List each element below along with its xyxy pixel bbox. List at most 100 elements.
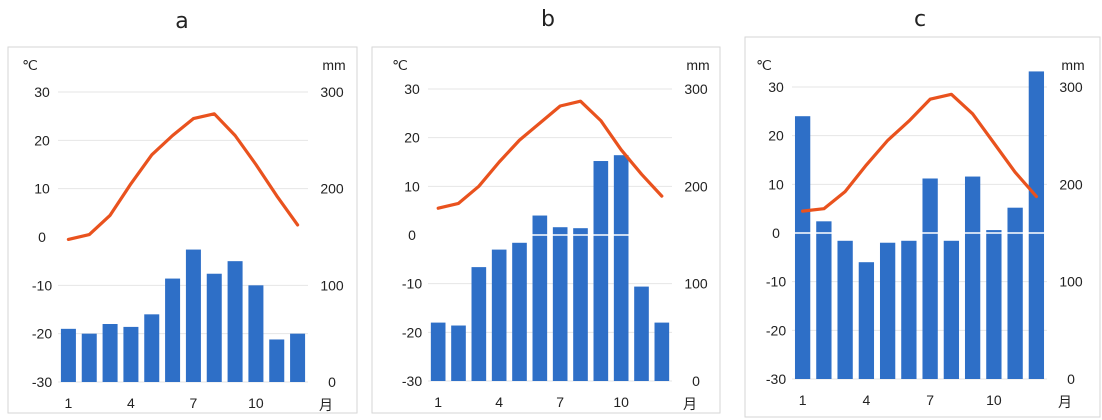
precip-tick-label: 200 <box>320 181 344 197</box>
temp-tick-label: 0 <box>38 229 46 245</box>
precip-tick-label: 100 <box>684 276 708 292</box>
precip-tick-label: 0 <box>1067 371 1075 387</box>
precip-tick-label: 0 <box>692 373 700 389</box>
temp-tick-label: -10 <box>402 276 422 292</box>
precip-unit-label: mm <box>686 57 709 73</box>
precip-unit-label: mm <box>322 57 345 73</box>
temp-tick-label: 20 <box>404 130 420 146</box>
precip-bar-month-12 <box>1028 71 1045 379</box>
precip-unit-label: mm <box>1061 57 1084 73</box>
precip-tick-label: 100 <box>320 277 344 293</box>
precip-bar-month-11 <box>634 286 649 381</box>
temp-tick-label: -30 <box>32 374 52 390</box>
precip-bar-month-7 <box>922 178 938 379</box>
precip-bar-month-4 <box>491 249 507 381</box>
precip-bar-month-6 <box>532 215 548 381</box>
temp-tick-label: -10 <box>766 274 786 290</box>
precip-tick-label: 300 <box>320 84 344 100</box>
month-unit-label: 月 <box>683 396 697 412</box>
month-tick-label: 10 <box>613 394 629 410</box>
precip-bar-month-2 <box>451 325 466 381</box>
precip-bar-month-5 <box>144 314 160 382</box>
month-tick-label: 4 <box>127 395 135 411</box>
precip-bar-month-10 <box>986 230 1002 379</box>
precip-tick-label: 100 <box>1059 274 1083 290</box>
temp-tick-label: -10 <box>32 277 52 293</box>
temp-tick-label: -20 <box>32 326 52 342</box>
precip-bar-month-3 <box>471 267 487 381</box>
month-unit-label: 月 <box>319 397 333 413</box>
precip-bar-month-9 <box>964 176 981 379</box>
precip-bar-month-5 <box>512 242 527 381</box>
precip-bar-month-11 <box>1007 207 1023 379</box>
precip-bar-month-2 <box>81 333 97 382</box>
precip-bar-month-8 <box>573 228 588 381</box>
month-unit-label: 月 <box>1058 394 1072 410</box>
chart-title: c <box>914 7 926 32</box>
temp-tick-label: 0 <box>408 227 416 243</box>
precip-bar-month-9 <box>227 261 243 382</box>
temperature-line <box>800 92 1039 213</box>
precip-tick-label: 200 <box>684 178 708 194</box>
temp-tick-label: 30 <box>404 81 420 97</box>
precip-bar-month-1 <box>430 322 446 381</box>
temp-tick-label: -20 <box>766 322 786 338</box>
temp-tick-label: -30 <box>402 373 422 389</box>
precip-bar-month-4 <box>858 262 875 379</box>
precip-tick-label: 300 <box>1059 79 1083 95</box>
month-tick-label: 1 <box>799 392 807 408</box>
precip-bar-month-12 <box>654 322 670 381</box>
precip-bar-month-3 <box>837 240 853 379</box>
precip-bar-month-6 <box>901 240 917 379</box>
precip-bar-month-6 <box>165 278 181 382</box>
precip-bar-month-4 <box>123 326 139 382</box>
precip-bar-month-8 <box>943 240 960 379</box>
month-tick-label: 10 <box>248 395 264 411</box>
precip-tick-label: 200 <box>1059 176 1083 192</box>
temperature-line <box>66 112 300 241</box>
month-tick-label: 7 <box>926 392 934 408</box>
month-tick-label: 4 <box>862 392 870 408</box>
precip-bar-month-8 <box>206 273 222 382</box>
temp-tick-label: 10 <box>768 176 784 192</box>
chart-title: a <box>175 9 188 34</box>
temp-tick-label: 10 <box>404 178 420 194</box>
precip-bar-month-5 <box>879 242 896 379</box>
precip-bar-month-2 <box>816 221 832 379</box>
temp-tick-label: 0 <box>772 225 780 241</box>
temp-tick-label: 30 <box>768 79 784 95</box>
temp-tick-label: -20 <box>402 324 422 340</box>
precip-bar-month-9 <box>593 161 609 381</box>
temp-unit-label: ℃ <box>22 57 38 73</box>
precip-bar-month-12 <box>290 333 306 382</box>
precip-bar-month-7 <box>185 249 201 382</box>
temp-unit-label: ℃ <box>392 57 408 73</box>
precip-tick-label: 0 <box>328 374 336 390</box>
month-tick-label: 1 <box>434 394 442 410</box>
temp-tick-label: 20 <box>768 128 784 144</box>
precip-tick-label: 300 <box>684 81 708 97</box>
month-tick-label: 1 <box>65 395 73 411</box>
month-tick-label: 10 <box>986 392 1002 408</box>
precip-bar-month-1 <box>794 116 811 379</box>
month-tick-label: 4 <box>495 394 503 410</box>
temp-tick-label: 30 <box>34 84 50 100</box>
chart-title: b <box>541 7 555 32</box>
precip-bar-month-1 <box>60 328 76 382</box>
temp-tick-label: 10 <box>34 181 50 197</box>
temp-tick-label: 20 <box>34 132 50 148</box>
precip-bar-month-7 <box>552 227 568 381</box>
precip-bar-month-11 <box>269 339 285 382</box>
month-tick-label: 7 <box>190 395 198 411</box>
precip-bar-month-10 <box>613 155 629 381</box>
temperature-line <box>436 99 664 210</box>
temp-tick-label: -30 <box>766 371 786 387</box>
temp-unit-label: ℃ <box>756 57 772 73</box>
precip-bar-month-3 <box>102 324 118 382</box>
precip-bar-month-10 <box>248 285 264 382</box>
month-tick-label: 7 <box>556 394 564 410</box>
